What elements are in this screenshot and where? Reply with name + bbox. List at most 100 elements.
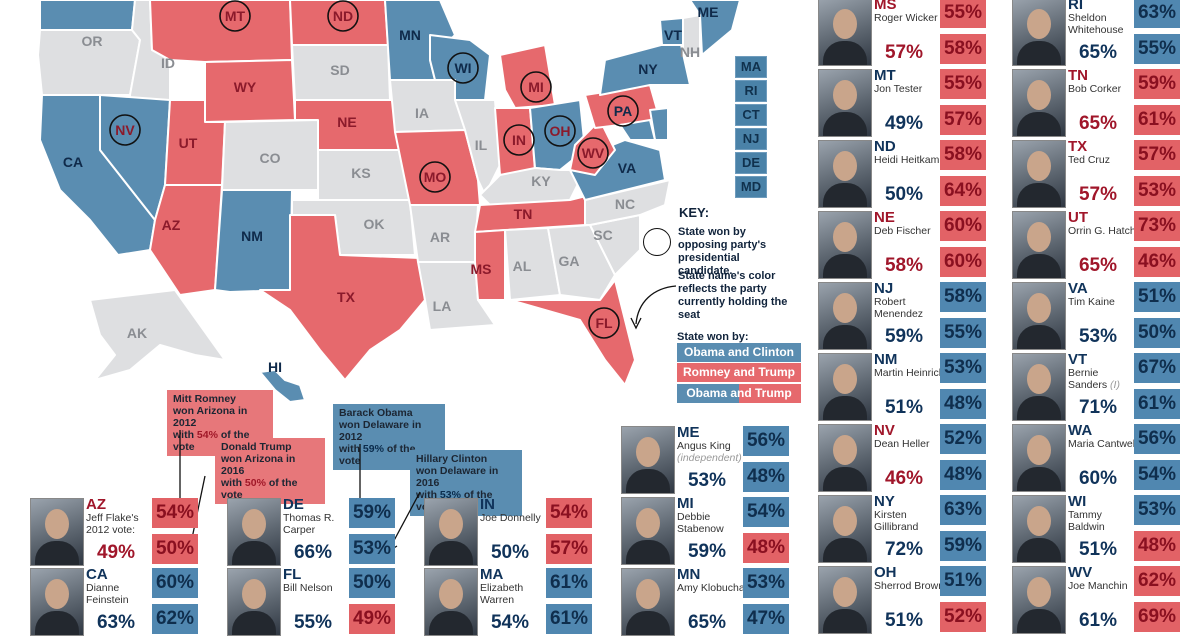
circle-wi (447, 52, 479, 84)
state-label-ks: KS (351, 165, 370, 181)
senator-name: Maria Cantwell (1068, 438, 1138, 450)
senator-card-ny: NY Kirsten Gillibrand 72% 63% 59% (818, 493, 1008, 565)
senator-vote-pct: 65% (1078, 255, 1118, 276)
senator-photo (1012, 353, 1066, 421)
state-label-tx: TX (337, 289, 356, 305)
senator-name: Tammy Baldwin (1068, 509, 1105, 533)
circle-nv (109, 114, 141, 146)
senator-photo (818, 0, 872, 66)
state-label-in: IN (512, 132, 526, 148)
legend-romney-trump: Romney and Trump (677, 363, 801, 382)
state-label-ne: NE (337, 114, 356, 130)
senator-state: MA (480, 566, 504, 583)
senator-card-wv: WV Joe Manchin 61% 62% 69% (1012, 564, 1200, 636)
senator-state: VT (1068, 351, 1088, 368)
key-circle-text: State won by opposing party's presidenti… (678, 226, 767, 277)
senator-vote-pct: 46% (884, 468, 924, 489)
state-label-ok: OK (364, 216, 385, 232)
state-label-al: AL (513, 258, 532, 274)
state-shape-fl (509, 279, 636, 386)
senator-vote-pct: 66% (293, 542, 333, 563)
senator-name: Roger Wicker (874, 12, 938, 24)
state-label-sd: SD (330, 62, 349, 78)
pct-2016: 69% (1134, 602, 1180, 632)
key-name-color-text: State name's color reflects the party cu… (678, 270, 788, 321)
senator-vote-pct: 50% (884, 184, 924, 205)
senator-card-az: AZ Jeff Flake's 2012 vote: 49% 54% 50% (30, 496, 220, 568)
pct-2016: 55% (1134, 34, 1180, 64)
senator-vote-pct: 57% (1078, 184, 1118, 205)
senator-name: Robert Menendez (874, 296, 924, 320)
senator-state: ME (677, 424, 700, 441)
pct-2012: 53% (940, 353, 986, 383)
senator-card-me: ME Angus King (independent) 53% 56% 48% (621, 424, 811, 496)
pct-2016: 59% (940, 531, 986, 561)
pct-2016: 49% (349, 604, 395, 634)
senator-card-nm: NM Martin Heinrich 51% 53% 48% (818, 351, 1008, 423)
senator-photo (818, 495, 872, 563)
pct-2016: 48% (940, 389, 986, 419)
senator-state: MN (677, 566, 701, 583)
state-label-ia: IA (415, 105, 429, 121)
senator-state: DE (283, 496, 304, 513)
senator-photo (1012, 69, 1066, 137)
state-label-la: LA (433, 298, 452, 314)
key-won-by-title: State won by: (677, 331, 749, 343)
pct-2012: 51% (940, 566, 986, 596)
pct-2016: 61% (1134, 105, 1180, 135)
legend-obama-trump: Obama and Trump (677, 384, 801, 403)
senator-photo (227, 568, 281, 636)
state-label-mi: MI (528, 79, 544, 95)
senator-card-mt: MT Jon Tester 49% 55% 57% (818, 67, 1008, 139)
senator-card-tx: TX Ted Cruz 57% 57% 53% (1012, 138, 1200, 210)
state-label-mn: MN (399, 27, 421, 43)
senator-name: Joe Donnelly (480, 512, 541, 524)
senator-name: Tim Kaine (1068, 296, 1115, 308)
state-label-ga: GA (559, 253, 580, 269)
pct-2016: 53% (349, 534, 395, 564)
senator-card-nv: NV Dean Heller 46% 52% 48% (818, 422, 1008, 494)
pct-2012: 73% (1134, 211, 1180, 241)
state-label-ny: NY (638, 61, 658, 77)
senator-photo (621, 497, 675, 565)
pct-2012: 55% (940, 69, 986, 99)
pct-2016: 48% (940, 460, 986, 490)
senator-photo (1012, 566, 1066, 634)
senator-photo (818, 211, 872, 279)
pct-2012: 54% (546, 498, 592, 528)
senator-photo (818, 69, 872, 137)
state-label-ut: UT (179, 135, 198, 151)
senator-photo (30, 568, 84, 636)
senator-state: AZ (86, 496, 106, 513)
senator-state: NV (874, 422, 895, 439)
senator-photo (818, 424, 872, 492)
senator-photo (1012, 140, 1066, 208)
ne-box-md: MD (735, 176, 767, 198)
state-label-co: CO (260, 150, 281, 166)
senator-state: IN (480, 496, 495, 513)
senator-card-nj: NJ Robert Menendez 59% 58% 55% (818, 280, 1008, 352)
pct-2016: 48% (1134, 531, 1180, 561)
senator-name: Dianne Feinstein (86, 582, 129, 606)
pct-2016: 53% (1134, 176, 1180, 206)
state-label-wi: WI (454, 60, 471, 76)
senator-vote-pct: 65% (1078, 113, 1118, 134)
senator-photo (818, 140, 872, 208)
ne-box-ma: MA (735, 56, 767, 78)
pct-2016: 48% (743, 462, 789, 492)
state-label-hi: HI (268, 359, 282, 375)
senator-card-wa: WA Maria Cantwell 60% 56% 54% (1012, 422, 1200, 494)
senator-photo (424, 568, 478, 636)
senator-card-mi: MI Debbie Stabenow 59% 54% 48% (621, 495, 811, 567)
pct-2016: 54% (1134, 460, 1180, 490)
senator-vote-pct: 61% (1078, 610, 1118, 631)
pct-2012: 62% (1134, 566, 1180, 596)
senator-name: Orrin G. Hatch (1068, 225, 1136, 237)
state-shape-wa (39, 0, 136, 31)
pct-2012: 50% (349, 568, 395, 598)
senator-name: Jon Tester (874, 83, 923, 95)
senator-name: Jeff Flake's 2012 vote: (86, 512, 139, 536)
ne-box-ri: RI (735, 80, 767, 102)
pct-2016: 57% (546, 534, 592, 564)
senator-vote-pct: 55% (293, 612, 333, 633)
